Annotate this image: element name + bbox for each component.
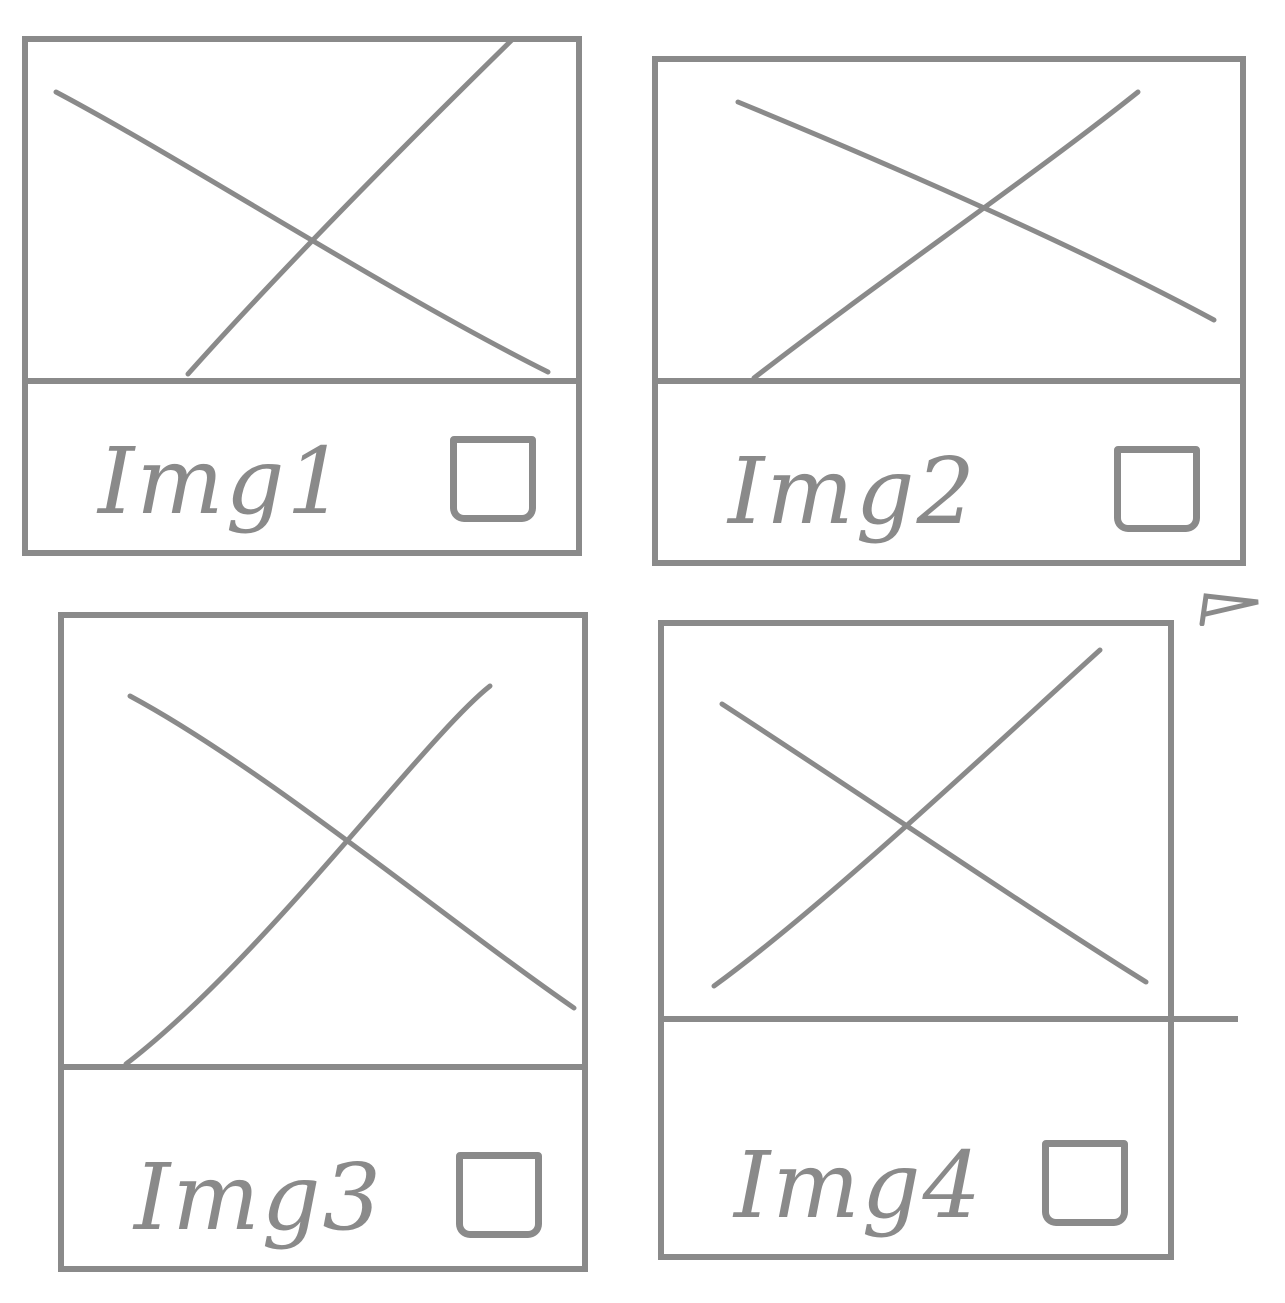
card-divider bbox=[22, 378, 582, 384]
card-divider bbox=[658, 1016, 1238, 1022]
image-placeholder[interactable] bbox=[64, 618, 582, 1064]
image-placeholder-icon bbox=[735, 89, 1217, 378]
image-card[interactable]: Img3 bbox=[58, 612, 588, 1272]
card-label: Img3 bbox=[134, 1144, 384, 1251]
image-placeholder-icon bbox=[123, 683, 577, 1064]
image-placeholder[interactable] bbox=[28, 42, 576, 378]
image-placeholder[interactable] bbox=[658, 62, 1240, 378]
card-divider bbox=[652, 378, 1246, 384]
image-card[interactable]: Img2 bbox=[652, 56, 1246, 566]
select-checkbox[interactable] bbox=[456, 1152, 542, 1238]
card-label: Img2 bbox=[728, 438, 978, 545]
card-caption: Img2 bbox=[658, 384, 1240, 560]
card-caption: Img1 bbox=[28, 384, 576, 550]
image-placeholder-icon bbox=[711, 647, 1149, 989]
card-caption: Img4 bbox=[664, 1022, 1168, 1254]
image-placeholder-icon bbox=[53, 42, 551, 377]
image-card[interactable]: Img4 bbox=[658, 620, 1238, 1260]
select-checkbox[interactable] bbox=[1114, 446, 1200, 532]
card-label: Img4 bbox=[734, 1132, 984, 1239]
select-checkbox[interactable] bbox=[1042, 1140, 1128, 1226]
image-card[interactable]: Img1 bbox=[22, 36, 582, 556]
card-divider bbox=[58, 1064, 588, 1070]
card-label: Img1 bbox=[98, 428, 348, 535]
select-checkbox[interactable] bbox=[450, 436, 536, 522]
card-caption: Img3 bbox=[64, 1070, 582, 1266]
image-placeholder[interactable] bbox=[664, 626, 1168, 1016]
corner-flag-icon bbox=[1199, 593, 1259, 626]
